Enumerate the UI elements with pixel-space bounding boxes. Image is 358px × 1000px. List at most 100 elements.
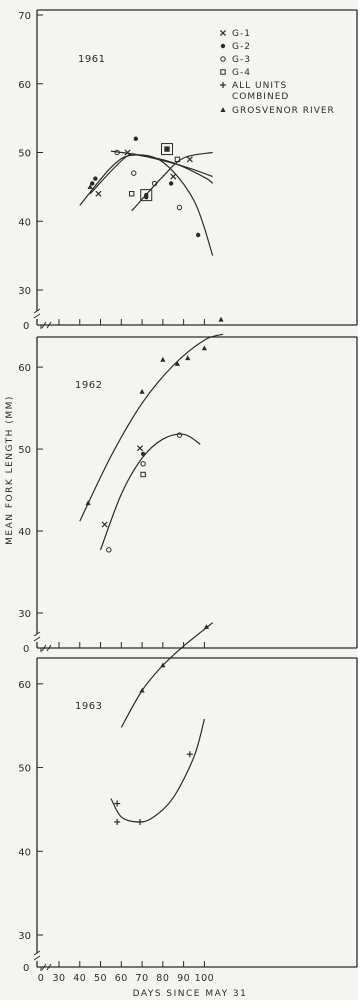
legend-label-combined: COMBINED [232,92,289,102]
fitted-curve [120,622,214,728]
data-point-circle [151,180,158,187]
legend-label-grosvenor-river: GROSVENOR RIVER [232,106,335,116]
data-points [85,316,224,553]
data-point-triangle [160,356,166,362]
data-point-plus [114,818,121,825]
data-point-triangle [139,687,145,693]
y-tick-label: 60 [18,363,31,374]
data-point-x [136,445,144,452]
axes-frame: 0 30 40 50 60 0 30 40 50 60 70 80 90 100 [18,657,358,984]
data-points [87,136,201,238]
fitted-curve [89,153,214,195]
x-tick-label: 90 [177,973,190,984]
legend-label-all-units: ALL UNITS [232,81,287,91]
y-tick-label: 50 [18,764,31,775]
data-point-triangle [139,388,145,394]
data-point-square [174,156,181,163]
y-origin-label: 0 [23,644,29,655]
legend-marker-plus [220,82,226,88]
legend-label-g2: G-2 [232,42,251,52]
data-point-square [128,191,135,197]
data-point-dot [90,181,95,186]
data-point-x [186,156,193,163]
data-point-triangle [218,316,224,322]
data-point-triangle [203,624,210,629]
boxed-point [164,146,170,152]
fitted-curve [110,150,213,178]
y-tick-label: 60 [18,680,31,691]
data-point-triangle [160,662,166,668]
x-axis-break [41,321,52,329]
fitted-curves [79,333,224,551]
data-point-triangle [201,345,207,351]
legend-marker-circle [220,56,226,62]
legend-label-g1: G-1 [232,29,251,39]
fitted-curve [110,718,205,823]
axes-frame: 0 30 40 50 60 [18,336,358,655]
legend-label-g3: G-3 [232,55,251,65]
data-point-x [124,149,131,156]
data-point-plus [114,800,121,807]
y-tick-label: 30 [18,286,31,297]
y-tick-label: 40 [18,527,31,538]
y-axis-break [33,308,41,319]
panel-title: 1962 [75,380,102,391]
panel-1962: 0 30 40 50 60 1962 MEAN FORK LENGTH (MM) [5,316,358,655]
x-tick-label: 70 [136,973,149,984]
data-point-circle [131,170,137,176]
data-point-dot [168,181,174,186]
data-point-x [101,521,108,528]
x-axis-title: DAYS SINCE MAY 31 [133,989,248,999]
data-point-triangle [87,184,93,189]
data-point-plus [137,818,144,825]
data-point-dot [140,451,146,457]
legend-marker-x [219,29,227,37]
legend-marker-square [220,69,226,75]
data-point-square [140,471,146,478]
fitted-curve [99,433,201,551]
data-point-circle [176,204,183,211]
boxed-point-frame [140,189,153,202]
legend-marker-dot [220,43,226,49]
data-point-triangle [85,500,91,506]
y-tick-label: 30 [18,609,31,620]
legend-label-g4: G-4 [232,68,251,78]
x-tick-label: 100 [195,973,215,984]
legend: G-1 G-2 G-3 G-4 ALL UNITS COMBINED GROSV… [219,29,335,116]
y-tick-label: 40 [18,847,31,858]
boxed-point-frame [161,143,174,156]
x-tick-label: 80 [156,973,169,984]
y-tick-label: 30 [18,931,31,942]
x-tick-label: 40 [73,973,86,984]
y-axis-break [33,950,41,961]
data-point-dot [133,136,139,141]
fitted-curves [110,622,214,823]
fitted-curve [79,333,224,522]
axes-frame: 0 30 40 50 60 70 [18,9,358,332]
data-points [114,624,210,825]
x-tick-label: 30 [52,973,65,984]
data-point-plus [186,751,193,758]
data-point-dot [195,232,201,238]
x-tick-label: 50 [94,973,107,984]
y-origin-label: 0 [23,321,29,332]
data-point-circle [140,461,146,467]
y-tick-label: 60 [18,80,31,91]
y-axis-break [33,631,41,642]
data-point-triangle [174,361,180,366]
boxed-point [144,192,149,198]
panel-1963: 0 30 40 50 60 0 30 40 50 60 70 80 90 100 1963 DAYS SI… [18,622,358,999]
y-tick-label: 50 [18,149,31,160]
data-point-x [170,173,177,180]
data-point-triangle [185,355,191,361]
panel-title: 1963 [75,701,102,712]
x-axis-break [41,644,52,652]
x-tick-label: 0 [38,973,45,984]
panel-title: 1961 [78,54,105,65]
y-tick-label: 50 [18,445,31,456]
data-point-circle [106,547,112,553]
y-tick-label: 40 [18,217,31,228]
legend-marker-triangle [220,107,226,112]
y-tick-label: 70 [18,11,31,22]
